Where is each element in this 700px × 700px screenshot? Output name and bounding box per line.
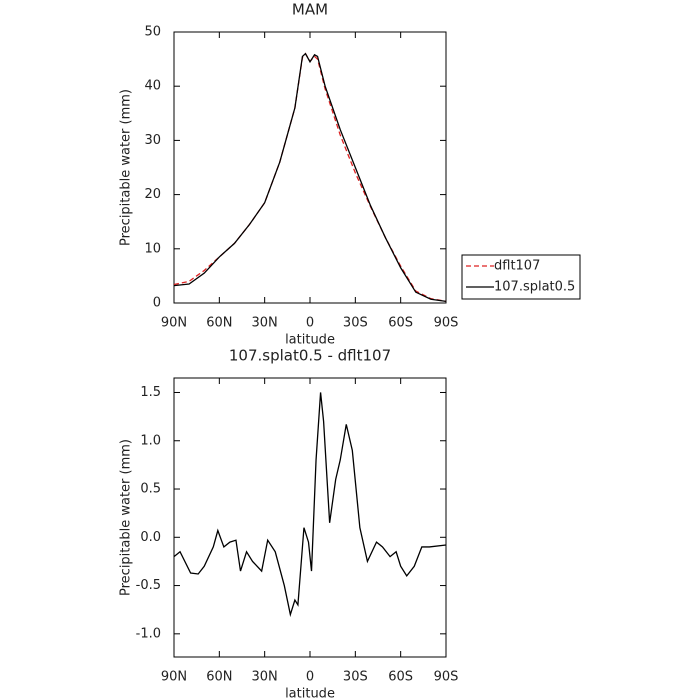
- x-tick-label: 30S: [343, 316, 368, 331]
- y-tick-label: 0: [153, 296, 161, 311]
- x-axis-label: latitude: [285, 333, 335, 348]
- data-line: [173, 52, 447, 303]
- chart-title: 107.splat0.5 - dflt107: [229, 347, 391, 365]
- legend-label: dflt107: [494, 259, 540, 274]
- y-tick-label: 50: [144, 25, 161, 40]
- x-tick-label: 60S: [388, 670, 413, 685]
- plot-frame: [173, 31, 447, 304]
- data-line: [173, 52, 447, 303]
- y-axis-label: Precipitable water (mm): [119, 439, 134, 596]
- y-tick-label: 1.5: [140, 385, 161, 400]
- x-axis-label: latitude: [285, 687, 335, 700]
- y-tick-label: 40: [144, 79, 161, 94]
- x-tick-label: 30N: [252, 316, 278, 331]
- x-tick-label: 30N: [252, 670, 278, 685]
- x-tick-label: 60N: [206, 670, 232, 685]
- y-tick-label: 0.0: [140, 530, 161, 545]
- y-tick-label: -1.0: [136, 626, 161, 641]
- x-tick-label: 0: [306, 316, 314, 331]
- y-tick-label: 10: [144, 241, 161, 256]
- x-tick-label: 90S: [434, 670, 459, 685]
- chart-title: MAM: [292, 1, 328, 19]
- y-tick-label: 30: [144, 133, 161, 148]
- y-axis-label: Precipitable water (mm): [119, 89, 134, 246]
- x-tick-label: 90N: [161, 316, 187, 331]
- y-tick-label: -0.5: [136, 578, 161, 593]
- y-tick-label: 1.0: [140, 433, 161, 448]
- x-tick-label: 60N: [206, 316, 232, 331]
- x-tick-label: 90N: [161, 670, 187, 685]
- plot-frame: [173, 377, 447, 658]
- legend-box: [461, 254, 581, 300]
- x-tick-label: 60S: [388, 316, 413, 331]
- x-tick-label: 0: [306, 670, 314, 685]
- y-tick-label: 20: [144, 187, 161, 202]
- legend-label: 107.splat0.5: [494, 280, 575, 295]
- x-tick-label: 30S: [343, 670, 368, 685]
- data-line: [173, 392, 447, 618]
- y-tick-label: 0.5: [140, 482, 161, 497]
- x-tick-label: 90S: [434, 316, 459, 331]
